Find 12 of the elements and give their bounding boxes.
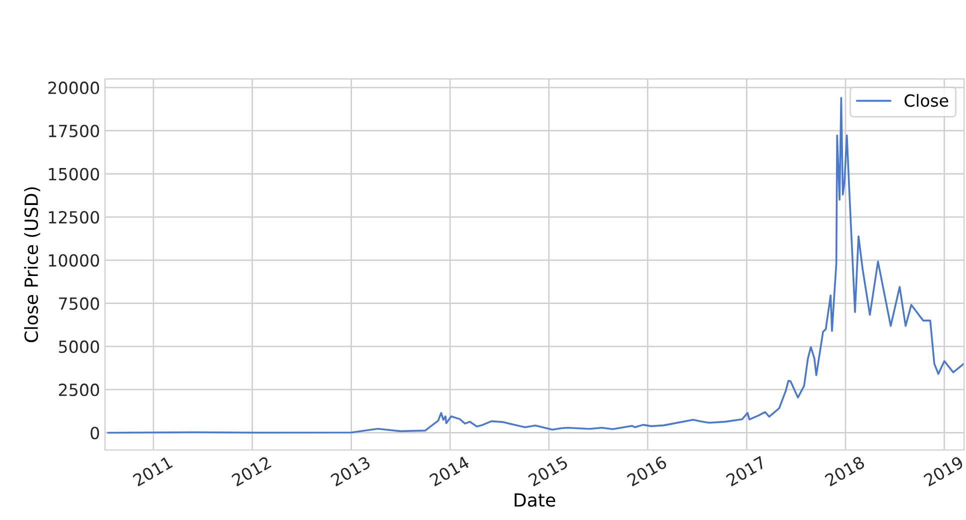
y-tick-label: 7500 — [59, 297, 100, 310]
y-tick-label: 15000 — [48, 168, 100, 180]
y-tick-label: 0 — [90, 426, 100, 440]
y-tick-label: 2500 — [58, 384, 100, 396]
y-axis-title: Close Price (USD) — [24, 187, 40, 342]
y-tick-label: 10000 — [48, 254, 100, 267]
y-tick-label: 17500 — [48, 124, 100, 138]
legend-label: Close — [904, 94, 948, 107]
y-tick-label: 5000 — [59, 340, 100, 354]
x-axis-title: Date — [514, 493, 556, 507]
y-tick-label: 12500 — [48, 210, 100, 224]
y-tick-label: 20000 — [48, 82, 100, 94]
